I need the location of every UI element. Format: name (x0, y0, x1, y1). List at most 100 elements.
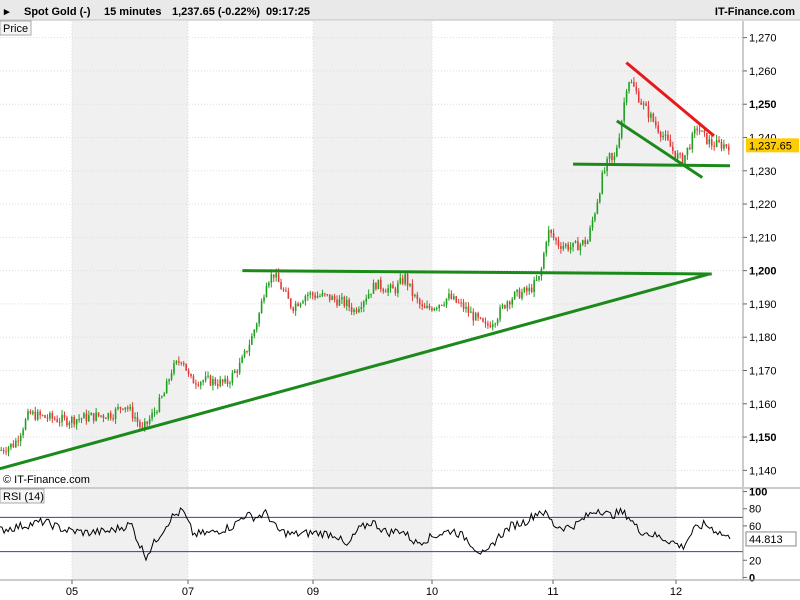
candle-body (513, 292, 516, 300)
green-trendline[interactable] (242, 269, 712, 276)
rsi-panel: 100 80 60 20 0 RSI (14) 44.813 (0, 487, 797, 584)
candle-body (246, 350, 248, 352)
day-band (313, 21, 432, 487)
candle-body (706, 132, 708, 144)
candle-body (97, 412, 100, 416)
candle-body (236, 370, 239, 373)
candle-body (136, 417, 139, 422)
candle-body (314, 295, 316, 298)
candle-body (367, 293, 370, 299)
candle-body (521, 291, 523, 299)
candle-body (204, 376, 207, 381)
candle-body (41, 415, 44, 417)
green-trendline[interactable] (616, 119, 704, 179)
candle-body (309, 292, 312, 295)
candle-body (0, 449, 3, 451)
candle-body (39, 411, 41, 416)
candle-body (192, 376, 195, 384)
candle-body (248, 344, 251, 352)
back-arrow-icon[interactable]: ▸ (3, 6, 10, 18)
candle-body (61, 414, 63, 422)
candle-body (216, 384, 219, 386)
candle-body (589, 227, 591, 241)
candle-body (664, 134, 667, 136)
candle-body (66, 417, 68, 426)
candle-body (124, 407, 127, 410)
candle-body (95, 412, 97, 421)
candle-body (100, 415, 102, 417)
candle-body (214, 378, 217, 385)
candle-body (628, 82, 630, 92)
candle-body (307, 294, 309, 296)
price-tick-label: 1,140 (749, 465, 777, 477)
rsi-last-value-badge (745, 531, 797, 547)
candle-body (362, 301, 365, 307)
brand-label: IT-Finance.com (715, 6, 795, 18)
day-band (553, 21, 676, 487)
last-price-badge (746, 138, 799, 153)
candle-body (613, 156, 616, 161)
candle-body (640, 102, 642, 105)
candle-body (611, 153, 613, 161)
candle-body (365, 298, 368, 302)
candle-body (15, 440, 17, 448)
candle-body (586, 240, 589, 245)
candle-body (725, 144, 728, 147)
candle-body (73, 416, 76, 425)
candle-body (620, 120, 623, 138)
candle-body (268, 282, 270, 286)
candle-body (187, 370, 190, 375)
candle-body (414, 294, 416, 296)
candle-body (5, 451, 7, 453)
candle-body (75, 419, 78, 425)
candle-body (328, 294, 331, 301)
candle-body (401, 278, 404, 284)
candle-body (591, 220, 594, 228)
candle-body (44, 415, 46, 418)
candle-body (29, 411, 32, 414)
candle-body (302, 301, 304, 304)
x-tick-label: 07 (182, 586, 194, 598)
candle-body (557, 240, 560, 247)
red-trendline[interactable] (625, 61, 715, 137)
candle-body (287, 291, 290, 299)
candle-body (2, 449, 5, 452)
candle-body (165, 381, 168, 394)
candle-body (32, 411, 34, 414)
candle-body (285, 290, 287, 292)
candle-body (197, 384, 200, 386)
candle-body (659, 132, 662, 138)
candle-body (431, 308, 433, 311)
candle-body (654, 121, 657, 126)
candle-body (581, 240, 584, 245)
green-trendline[interactable] (0, 272, 710, 471)
candle-body (22, 429, 24, 436)
candle-body (564, 244, 567, 247)
candle-body (460, 302, 462, 304)
candle-body (399, 278, 402, 284)
candle-body (618, 137, 621, 148)
candle-body (474, 313, 477, 321)
candle-body (70, 416, 73, 423)
rsi-tick-label: 100 (749, 487, 767, 499)
candle-body (489, 325, 492, 328)
candle-body (275, 273, 277, 278)
green-trendline[interactable] (573, 162, 731, 168)
candle-body (226, 378, 229, 384)
candle-body (80, 418, 83, 420)
candle-body (12, 443, 15, 448)
candle-body (696, 128, 698, 131)
candle-body (453, 296, 455, 299)
candle-body (720, 142, 723, 149)
candle-body (355, 309, 358, 312)
candle-body (569, 247, 572, 250)
candle-body (713, 145, 715, 147)
candle-body (616, 147, 618, 157)
price-tick-label: 1,260 (749, 66, 777, 78)
candle-body (603, 171, 606, 173)
candle-body (484, 321, 487, 324)
candle-body (270, 274, 273, 283)
day-band (72, 489, 188, 580)
candle-body (594, 213, 596, 221)
candle-body (467, 306, 470, 313)
